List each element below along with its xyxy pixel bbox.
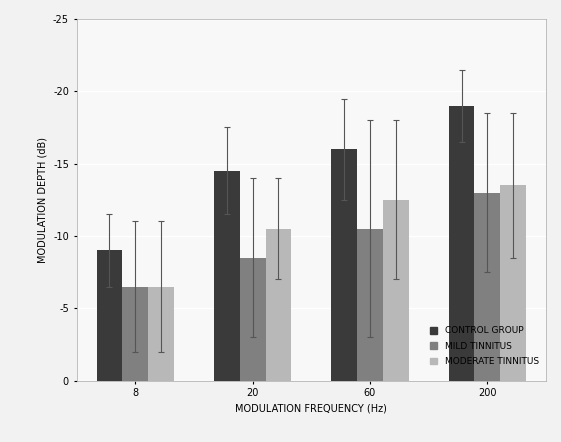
Legend: CONTROL GROUP, MILD TINNITUS, MODERATE TINNITUS: CONTROL GROUP, MILD TINNITUS, MODERATE T… xyxy=(427,324,541,369)
Bar xyxy=(240,258,265,381)
Bar xyxy=(383,200,409,381)
Y-axis label: MODULATION DEPTH (dB): MODULATION DEPTH (dB) xyxy=(38,137,48,263)
Bar xyxy=(500,185,526,381)
Bar xyxy=(214,171,240,381)
Bar xyxy=(122,286,148,381)
Bar xyxy=(331,149,357,381)
Bar xyxy=(265,229,291,381)
Bar xyxy=(449,106,475,381)
Bar xyxy=(148,286,174,381)
Bar xyxy=(357,229,383,381)
Bar xyxy=(96,250,122,381)
X-axis label: MODULATION FREQUENCY (Hz): MODULATION FREQUENCY (Hz) xyxy=(236,404,387,414)
Bar xyxy=(475,193,500,381)
